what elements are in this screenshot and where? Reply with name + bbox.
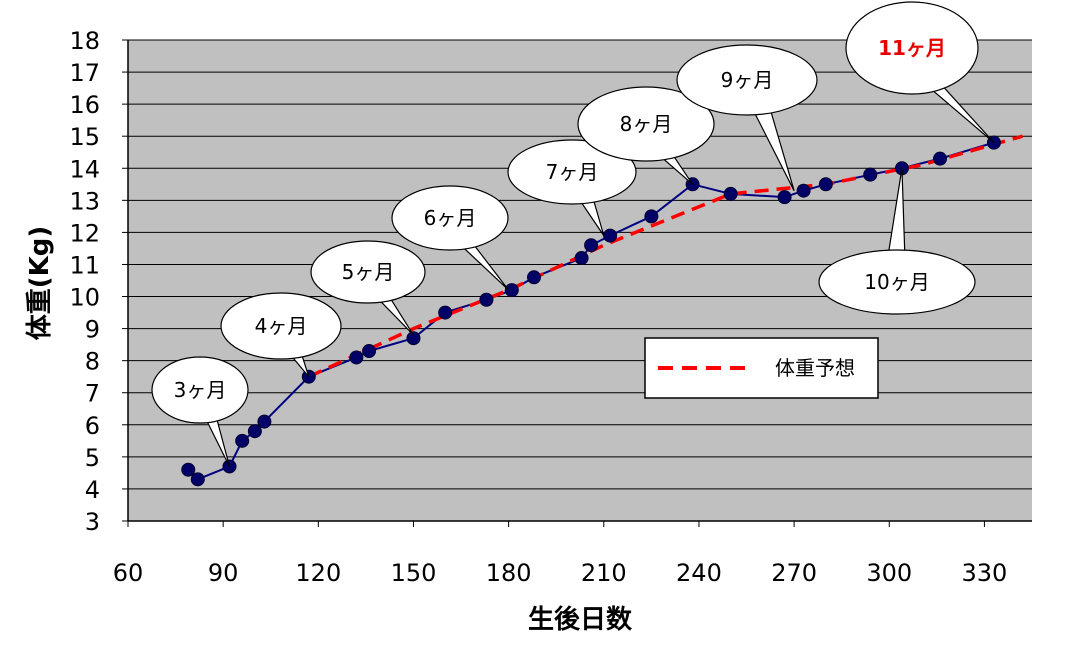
callout-5-months: 5ヶ月 [310,240,426,336]
x-tick-label: 300 [866,559,912,587]
data-point [777,190,792,205]
data-point [603,228,618,243]
callout-bubble [220,292,342,360]
callout-label: 7ヶ月 [546,160,599,184]
callout-10-months: 10ヶ月 [818,168,976,315]
callout-bubble [310,240,426,304]
data-point [362,344,377,359]
y-tick-label: 8 [85,348,100,376]
y-tick-label: 4 [85,476,100,504]
callout-label: 9ヶ月 [721,68,774,92]
legend: 体重予想 [644,337,879,399]
axes: 3 4 5 6 7 8 9 10 11 12 13 14 15 16 17 18 60 90 120 150 180 21… [69,27,1032,587]
callout-pointer-mask [885,279,905,284]
callouts: 3ヶ月 4ヶ月 5ヶ月 6ヶ月 7ヶ月 8ヶ月 9ヶ月 10ヶ月 11ヶ月 [151,1,995,467]
x-tick-label: 60 [113,559,144,587]
data-point [818,177,833,192]
callout-label: 8ヶ月 [620,112,673,136]
y-tick-label: 5 [85,444,100,472]
data-point [190,472,205,487]
data-point [574,251,589,266]
data-point [644,209,659,224]
callout-label: 4ヶ月 [255,314,308,338]
predicted-weight-line [308,134,1023,379]
callout-bubble [391,185,509,251]
callout-11-months: 11ヶ月 [845,1,995,144]
y-tick-label: 7 [85,380,100,408]
data-point [247,424,262,439]
callout-pointer-mask [914,70,930,76]
data-point [406,331,421,346]
y-tick-label: 15 [69,123,100,151]
y-tick-label: 18 [69,27,100,55]
y-axis-title: 体重(Kg) [25,226,55,341]
y-tick-label: 10 [69,284,100,312]
callout-bubble [577,86,715,162]
y-tick-label: 14 [69,155,100,183]
y-tick-label: 3 [85,508,100,536]
callout-3-months: 3ヶ月 [151,356,249,467]
callout-pointer-mask [370,286,384,292]
data-point [257,414,272,429]
x-tick-label: 120 [295,559,341,587]
callout-6-months: 6ヶ月 [391,185,510,291]
x-tick-label: 240 [676,559,722,587]
data-point [527,270,542,285]
callout-pointer-mask [574,186,590,192]
callout-bubble [151,356,249,424]
data-point [181,462,196,477]
callout-label: 5ヶ月 [342,260,395,284]
data-point [796,183,811,198]
y-tick-label: 11 [69,251,100,279]
data-point [863,167,878,182]
callout-bubble [676,44,818,116]
callout-bubble [845,1,979,95]
y-tick-label: 6 [85,412,100,440]
callout-label: 10ヶ月 [864,270,929,294]
data-point [349,350,364,365]
callout-7-months: 7ヶ月 [507,139,637,236]
y-tick-label: 13 [69,187,100,215]
y-tick-label: 17 [69,59,100,87]
series [181,134,1023,487]
data-point [933,151,948,166]
callout-4-months: 4ヶ月 [220,292,342,378]
y-tick-label: 16 [69,91,100,119]
y-tick-label: 9 [85,316,100,344]
callout-pointer-mask [283,341,297,347]
x-axis-title: 生後日数 [528,604,633,635]
data-point [584,238,599,253]
callout-bubble [507,139,637,205]
data-point [504,283,519,298]
y-tick-label: 12 [69,219,100,247]
callout-pointer-mask [201,405,213,411]
callout-pointer-mask [648,141,665,147]
callout-8-months: 8ヶ月 [577,86,715,185]
x-tick-label: 180 [486,559,532,587]
callout-label: 6ヶ月 [424,206,477,230]
data-point [235,433,250,448]
legend-label-predicted: 体重予想 [775,356,855,380]
x-tick-label: 330 [962,559,1008,587]
callout-pointer-mask [749,96,766,102]
data-point [723,186,738,201]
callout-label: 11ヶ月 [878,36,946,60]
data-point [438,305,453,320]
data-point [479,292,494,307]
x-tick-label: 150 [391,559,437,587]
callout-label: 3ヶ月 [174,378,227,402]
callout-9-months: 9ヶ月 [676,44,818,191]
x-tick-label: 210 [581,559,627,587]
x-tick-label: 270 [771,559,817,587]
callout-pointer-mask [452,232,466,238]
x-tick-label: 90 [208,559,239,587]
